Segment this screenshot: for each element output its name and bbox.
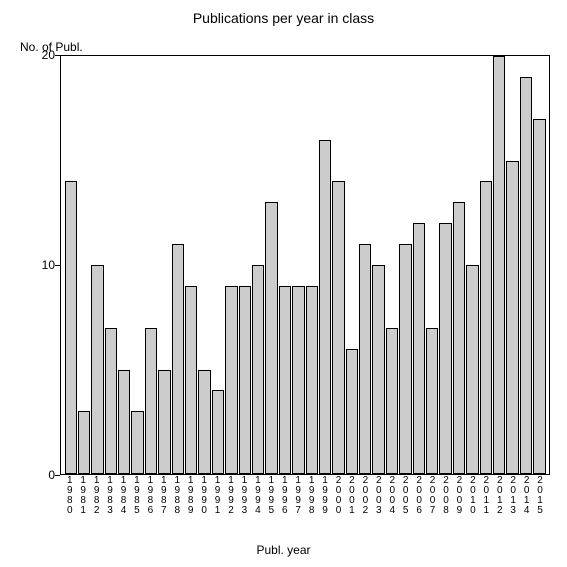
bar xyxy=(279,286,291,474)
bar xyxy=(198,370,210,475)
x-tick-label: 1993 xyxy=(238,476,251,516)
x-tick-label: 2002 xyxy=(359,476,372,516)
x-tick-label: 1985 xyxy=(130,476,143,516)
bar xyxy=(105,328,117,474)
y-tick-label: 10 xyxy=(25,258,55,272)
bar xyxy=(78,411,90,474)
y-tick-label: 20 xyxy=(25,48,55,62)
y-tick-mark xyxy=(55,55,60,56)
x-tick-label: 1997 xyxy=(291,476,304,516)
x-tick-label: 1982 xyxy=(90,476,103,516)
x-tick-label: 2015 xyxy=(533,476,546,516)
x-tick-label: 1980 xyxy=(63,476,76,516)
bars-group xyxy=(61,56,549,474)
bar xyxy=(386,328,398,474)
bar xyxy=(399,244,411,474)
x-tick-label: 2005 xyxy=(399,476,412,516)
bar xyxy=(239,286,251,474)
x-tick-label: 2008 xyxy=(439,476,452,516)
x-tick-label: 2003 xyxy=(372,476,385,516)
bar xyxy=(185,286,197,474)
chart-title: Publications per year in class xyxy=(0,10,567,26)
x-tick-label: 2004 xyxy=(386,476,399,516)
x-tick-label: 1994 xyxy=(251,476,264,516)
x-tick-label: 1999 xyxy=(318,476,331,516)
bar xyxy=(426,328,438,474)
bar xyxy=(65,181,77,474)
x-tick-label: 2009 xyxy=(453,476,466,516)
x-tick-label: 1981 xyxy=(76,476,89,516)
bar xyxy=(225,286,237,474)
bar xyxy=(533,119,545,474)
x-axis-label: Publ. year xyxy=(0,543,567,557)
chart-container: Publications per year in class No. of Pu… xyxy=(0,0,567,567)
plot-area xyxy=(60,55,550,475)
bar xyxy=(306,286,318,474)
x-tick-label: 2000 xyxy=(332,476,345,516)
bar xyxy=(493,56,505,474)
x-tick-label: 1983 xyxy=(103,476,116,516)
x-tick-label: 2010 xyxy=(466,476,479,516)
bar xyxy=(332,181,344,474)
x-tick-label: 1987 xyxy=(157,476,170,516)
bar xyxy=(372,265,384,474)
x-tick-label: 1996 xyxy=(278,476,291,516)
bar xyxy=(158,370,170,475)
bar xyxy=(265,202,277,474)
x-tick-label: 2013 xyxy=(506,476,519,516)
bar xyxy=(319,140,331,474)
x-tick-label: 2014 xyxy=(520,476,533,516)
x-tick-label: 1989 xyxy=(184,476,197,516)
x-ticks: 1980198119821983198419851986198719881989… xyxy=(60,476,550,516)
x-tick-label: 1984 xyxy=(117,476,130,516)
x-tick-label: 2006 xyxy=(412,476,425,516)
bar xyxy=(466,265,478,474)
bar xyxy=(506,161,518,475)
bar xyxy=(439,223,451,474)
bar xyxy=(212,390,224,474)
y-tick-label: 0 xyxy=(25,468,55,482)
x-tick-label: 1992 xyxy=(224,476,237,516)
x-tick-label: 1986 xyxy=(144,476,157,516)
bar xyxy=(359,244,371,474)
x-tick-label: 1988 xyxy=(171,476,184,516)
bar xyxy=(453,202,465,474)
bar xyxy=(346,349,358,474)
bar xyxy=(480,181,492,474)
x-tick-label: 2001 xyxy=(345,476,358,516)
x-tick-label: 2007 xyxy=(426,476,439,516)
bar xyxy=(172,244,184,474)
x-tick-label: 2011 xyxy=(480,476,493,516)
x-tick-label: 1991 xyxy=(211,476,224,516)
bar xyxy=(145,328,157,474)
x-tick-label: 1998 xyxy=(305,476,318,516)
bar xyxy=(520,77,532,474)
x-tick-label: 1995 xyxy=(265,476,278,516)
bar xyxy=(131,411,143,474)
bar xyxy=(252,265,264,474)
bar xyxy=(91,265,103,474)
y-tick-mark xyxy=(55,265,60,266)
bar xyxy=(413,223,425,474)
x-tick-label: 1990 xyxy=(197,476,210,516)
bar xyxy=(292,286,304,474)
bar xyxy=(118,370,130,475)
x-tick-label: 2012 xyxy=(493,476,506,516)
